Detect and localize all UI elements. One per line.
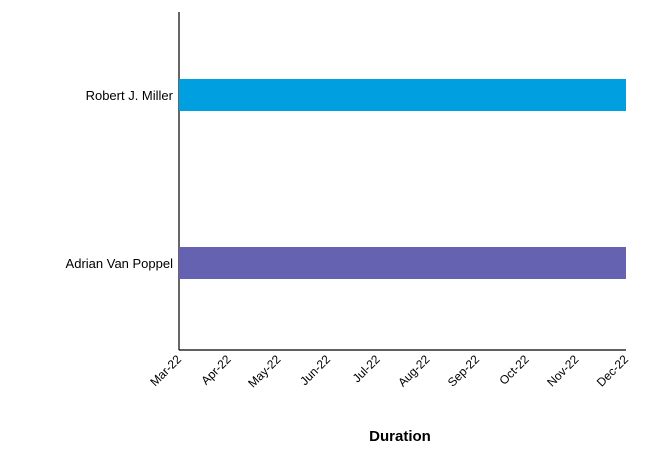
category-label-1: Robert J. Miller: [86, 88, 174, 103]
bar-2: [179, 247, 626, 279]
x-tick-labels: Mar-22 Apr-22 May-22 Jun-22 Jul-22 Aug-22 Sep-…: [147, 352, 631, 390]
x-tick-label-3: May-22: [245, 352, 283, 390]
x-tick-label-10: Dec-22: [594, 352, 631, 389]
x-tick-label-2: Apr-22: [198, 352, 234, 388]
category-label-2: Adrian Van Poppel: [66, 256, 174, 271]
bars-layer: [179, 79, 626, 279]
x-tick-label-5: Jul-22: [350, 352, 383, 385]
x-tick-label-6: Aug-22: [395, 352, 432, 389]
x-axis-title: Duration: [369, 428, 431, 445]
x-tick-label-4: Jun-22: [297, 352, 333, 388]
x-tick-label-8: Oct-22: [496, 352, 532, 388]
category-labels: Robert J. Miller Adrian Van Poppel: [66, 88, 174, 271]
x-tick-label-7: Sep-22: [445, 352, 482, 389]
x-tick-label-9: Nov-22: [544, 352, 581, 389]
x-tick-label-1: Mar-22: [147, 352, 184, 389]
bar-1: [179, 79, 626, 111]
